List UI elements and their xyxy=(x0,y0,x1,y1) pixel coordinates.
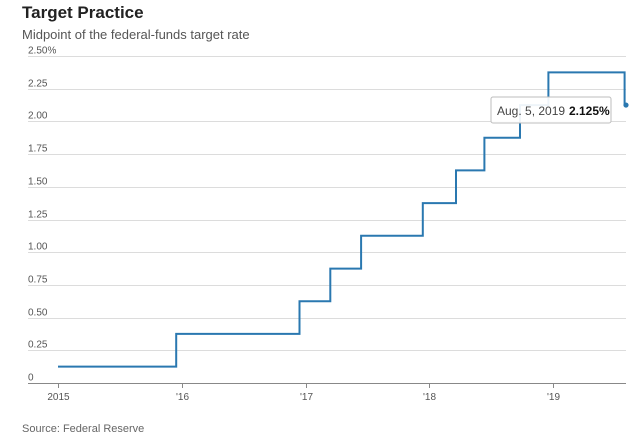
y-tick-label: 2.00 xyxy=(28,111,48,122)
y-tick-label: 2.50% xyxy=(28,46,56,57)
tooltip-value: 2.125% xyxy=(569,104,610,118)
x-tick-label: '19 xyxy=(547,392,560,403)
y-tick-label: 1.50 xyxy=(28,177,48,188)
chart-source: Source: Federal Reserve xyxy=(22,423,145,435)
y-tick-label: 1.00 xyxy=(28,242,48,253)
tooltip: Aug. 5, 2019 2.125% xyxy=(490,96,612,124)
series-line xyxy=(58,71,626,368)
series-layer xyxy=(58,71,629,368)
chart-title: Target Practice xyxy=(22,3,144,22)
x-tick-label: '17 xyxy=(300,392,313,403)
endpoint-marker xyxy=(623,102,629,108)
y-tick-label: 0 xyxy=(28,373,34,384)
y-tick-label: 0.25 xyxy=(28,340,48,351)
y-tick-label: 1.75 xyxy=(28,144,48,155)
y-tick-label: 2.25 xyxy=(28,79,48,90)
y-tick-label: 0.50 xyxy=(28,308,48,319)
y-tick-label: 0.75 xyxy=(28,275,48,286)
tooltip-date: Aug. 5, 2019 xyxy=(497,104,565,118)
tooltip-box xyxy=(490,96,612,124)
y-axis-tick-labels: 0 0.25 0.50 0.75 1.00 1.25 1.50 1.75 2.00 2.25 2.5… xyxy=(28,46,56,384)
chart-subtitle: Midpoint of the federal-funds target rat… xyxy=(22,27,250,42)
y-tick-label: 1.25 xyxy=(28,210,48,221)
x-tick-label: '16 xyxy=(176,392,189,403)
x-axis: 2015 '16 '17 '18 '19 xyxy=(28,383,626,403)
x-tick-label: 2015 xyxy=(47,392,70,403)
x-tick-label: '18 xyxy=(423,392,436,403)
